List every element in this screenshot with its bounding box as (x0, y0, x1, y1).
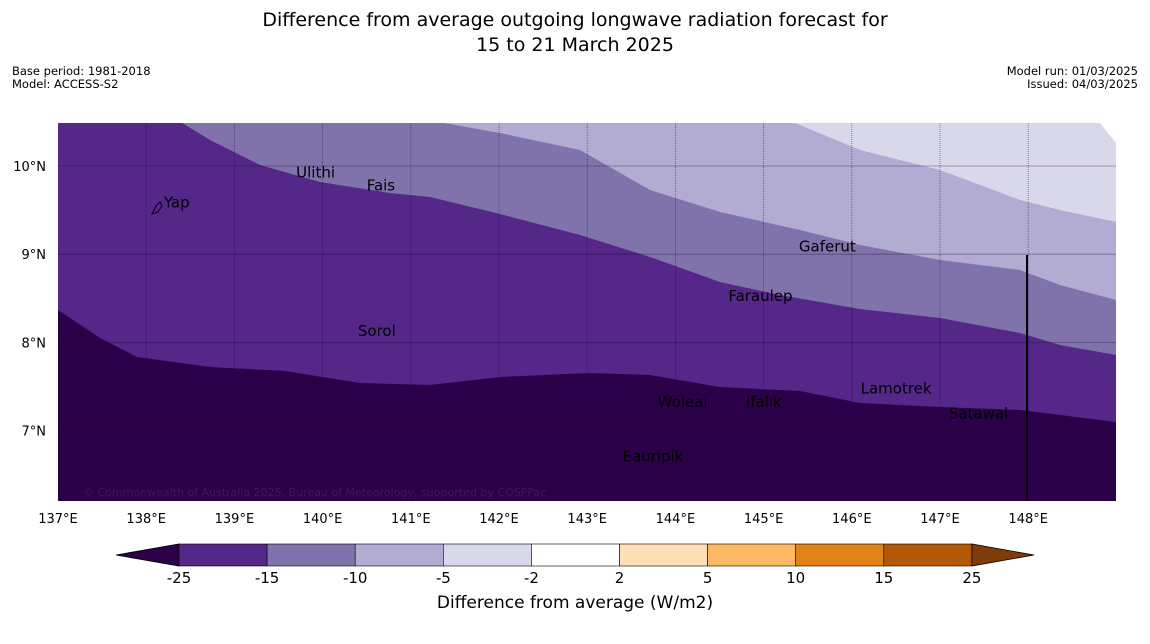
map-title: Difference from average outgoing longwav… (0, 8, 1150, 58)
lat-tick-label: 7°N (22, 425, 47, 440)
latitude-axis: 7°N 8°N 9°N 10°N (13, 160, 46, 440)
map-edge-notch (1100, 123, 1116, 143)
place-label-faraulep: Faraulep (728, 287, 792, 305)
lon-tick-label: 143°E (567, 512, 607, 527)
lat-tick-label: 10°N (13, 160, 46, 175)
colorbar-segment (442, 543, 532, 567)
meta-right: Model run: 01/03/2025 Issued: 04/03/2025 (1007, 65, 1138, 91)
colorbar: -25 -15 -10 -5 -2 2 5 10 15 25 (115, 543, 1035, 587)
place-label-eauripik: Eauripik (622, 447, 683, 465)
colorbar-tick-label: -25 (167, 569, 192, 587)
lon-tick-label: 140°E (303, 512, 343, 527)
lon-tick-label: 148°E (1008, 512, 1048, 527)
colorbar-tick-label: -15 (255, 569, 280, 587)
colorbar-segment (531, 543, 620, 567)
place-label-woleai: Woleai (658, 393, 708, 411)
colorbar-segment (883, 543, 973, 567)
colorbar-segment (266, 543, 356, 567)
yap-island-outline (151, 201, 163, 215)
issued-text: Issued: 04/03/2025 (1027, 77, 1138, 91)
lon-tick-label: 145°E (744, 512, 784, 527)
copyright-note: © Commonwealth of Australia 2025, Bureau… (83, 486, 546, 499)
place-label-sorol: Sorol (358, 322, 396, 340)
place-label-fais: Fais (367, 177, 396, 195)
base-period-text: Base period: 1981-2018 (12, 64, 151, 78)
place-label-satawal: Satawal (949, 404, 1008, 422)
lon-tick-label: 141°E (391, 512, 431, 527)
lon-tick-label: 144°E (656, 512, 696, 527)
lon-tick-label: 142°E (479, 512, 519, 527)
title-line-1: Difference from average outgoing longwav… (262, 9, 888, 31)
colorbar-tick-label: -10 (343, 569, 368, 587)
colorbar-under-arrow (115, 543, 180, 567)
longitude-axis: 137°E 138°E 139°E 140°E 141°E 142°E 143°E 144°E… (38, 512, 1048, 527)
lat-tick-label: 8°N (22, 336, 47, 351)
lon-tick-label: 147°E (920, 512, 960, 527)
place-labels: Yap Ulithi Fais Sorol Gaferut Faraulep Lamotre… (151, 163, 1008, 465)
colorbar-segment (795, 543, 885, 567)
meta-left: Base period: 1981-2018 Model: ACCESS-S2 (12, 65, 151, 91)
graticule (58, 123, 1116, 501)
lon-tick-label: 138°E (126, 512, 166, 527)
model-text: Model: ACCESS-S2 (12, 77, 119, 91)
colorbar-tick-label: 10 (786, 569, 805, 587)
colorbar-segment (619, 543, 708, 567)
colorbar-segment (707, 543, 796, 567)
place-label-yap: Yap (163, 193, 190, 211)
place-label-gaferut: Gaferut (799, 238, 856, 256)
colorbar-segment (178, 543, 268, 567)
lon-tick-label: 139°E (215, 512, 255, 527)
title-line-2: 15 to 21 March 2025 (476, 34, 674, 56)
colorbar-tick-label: 5 (703, 569, 713, 587)
place-label-ulithi: Ulithi (296, 163, 335, 181)
lat-tick-label: 9°N (22, 248, 47, 263)
lon-tick-label: 146°E (832, 512, 872, 527)
place-label-ifalik: Ifalik (746, 393, 782, 411)
colorbar-segment (354, 543, 444, 567)
lon-tick-label: 137°E (38, 512, 78, 527)
model-run-text: Model run: 01/03/2025 (1006, 64, 1138, 78)
colorbar-tick-label: -5 (436, 569, 451, 587)
colorbar-tick-label: 15 (874, 569, 893, 587)
colorbar-label: Difference from average (W/m2) (436, 593, 714, 613)
place-label-lamotrek: Lamotrek (861, 380, 932, 398)
colorbar-tick-label: 25 (962, 569, 981, 587)
colorbar-tick-label: 2 (615, 569, 625, 587)
colorbar-over-arrow (971, 543, 1035, 567)
colorbar-tick-label: -2 (524, 569, 539, 587)
